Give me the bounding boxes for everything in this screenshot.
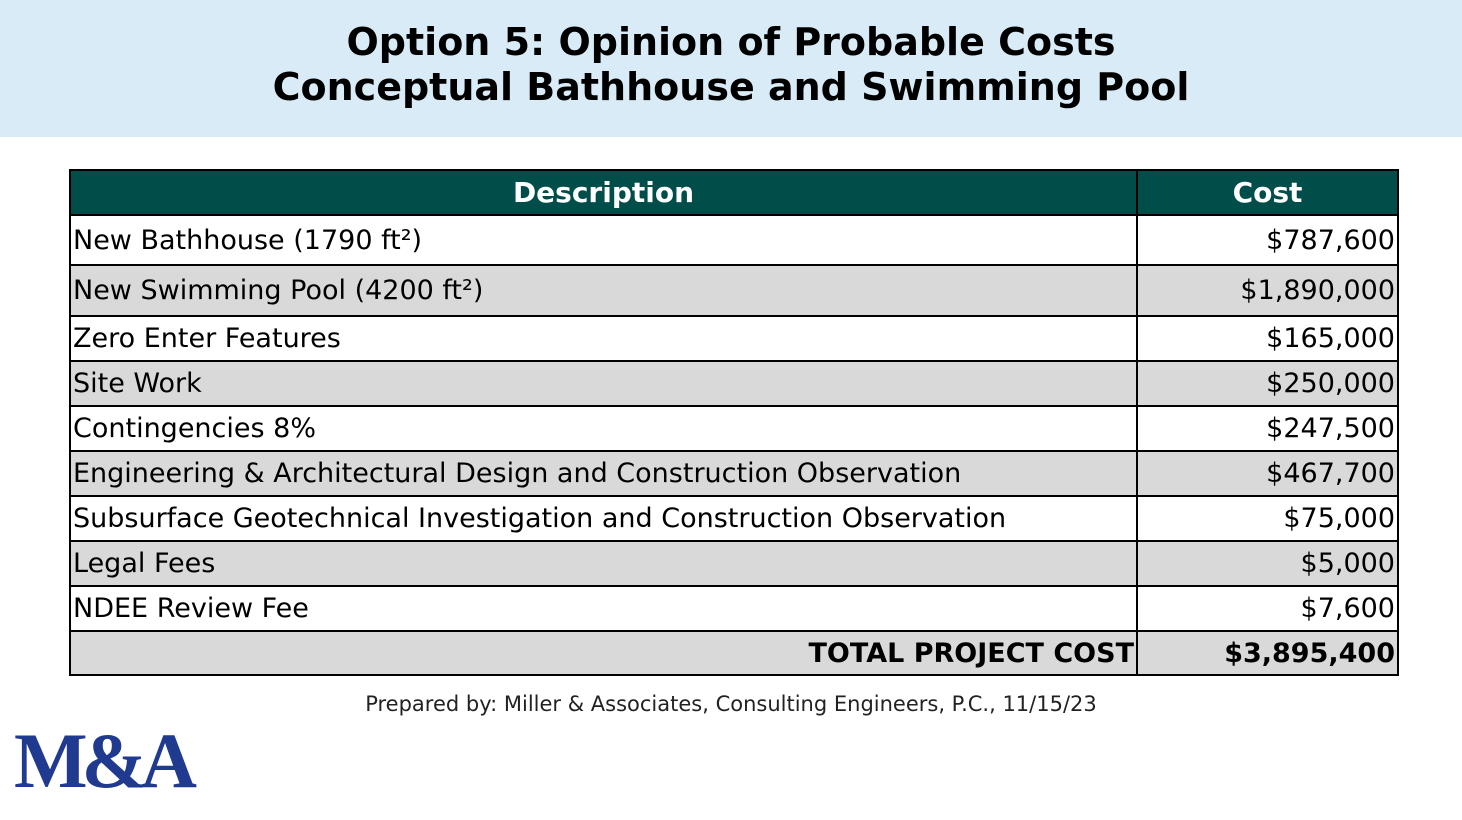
- header-band: [0, 0, 1462, 137]
- cost-cell: $75,000: [1136, 495, 1399, 542]
- description-cell: New Swimming Pool (4200 ft²): [69, 264, 1138, 317]
- cost-cell: $787,600: [1136, 214, 1399, 266]
- table-row: New Bathhouse (1790 ft²) $787,600: [69, 214, 1399, 266]
- cost-table: Description Cost New Bathhouse (1790 ft²…: [69, 169, 1399, 676]
- table-row: NDEE Review Fee $7,600: [69, 585, 1399, 632]
- table-row: Engineering & Architectural Design and C…: [69, 450, 1399, 497]
- cost-cell: $7,600: [1136, 585, 1399, 632]
- title-line: Conceptual Bathhouse and Swimming Pool: [272, 65, 1190, 109]
- description-cell: Subsurface Geotechnical Investigation an…: [69, 495, 1138, 542]
- table-row: Contingencies 8% $247,500: [69, 405, 1399, 452]
- column-header: Cost: [1136, 169, 1399, 216]
- table-row: Subsurface Geotechnical Investigation an…: [69, 495, 1399, 542]
- cost-cell: $250,000: [1136, 360, 1399, 407]
- table-row: Legal Fees $5,000: [69, 540, 1399, 587]
- total-cost: $3,895,400: [1136, 630, 1399, 676]
- column-header: Description: [69, 169, 1138, 216]
- total-row: TOTAL PROJECT COST $3,895,400: [69, 630, 1399, 676]
- table-row: New Swimming Pool (4200 ft²) $1,890,000: [69, 264, 1399, 317]
- description-cell: Site Work: [69, 360, 1138, 407]
- table-row: Site Work $250,000: [69, 360, 1399, 407]
- description-cell: Legal Fees: [69, 540, 1138, 587]
- header-row: Description Cost: [69, 169, 1399, 216]
- cost-cell: $467,700: [1136, 450, 1399, 497]
- description-cell: Zero Enter Features: [69, 315, 1138, 362]
- cost-cell: $1,890,000: [1136, 264, 1399, 317]
- cost-cell: $165,000: [1136, 315, 1399, 362]
- description-cell: Contingencies 8%: [69, 405, 1138, 452]
- table-row: Zero Enter Features $165,000: [69, 315, 1399, 362]
- cost-cell: $247,500: [1136, 405, 1399, 452]
- total-label: TOTAL PROJECT COST: [69, 630, 1138, 676]
- description-cell: NDEE Review Fee: [69, 585, 1138, 632]
- title-line: Option 5: Opinion of Probable Costs: [346, 20, 1116, 64]
- cost-cell: $5,000: [1136, 540, 1399, 587]
- logo: M&A: [14, 717, 197, 804]
- footer-note: Prepared by: Miller & Associates, Consul…: [365, 692, 1097, 716]
- description-cell: Engineering & Architectural Design and C…: [69, 450, 1138, 497]
- description-cell: New Bathhouse (1790 ft²): [69, 214, 1138, 266]
